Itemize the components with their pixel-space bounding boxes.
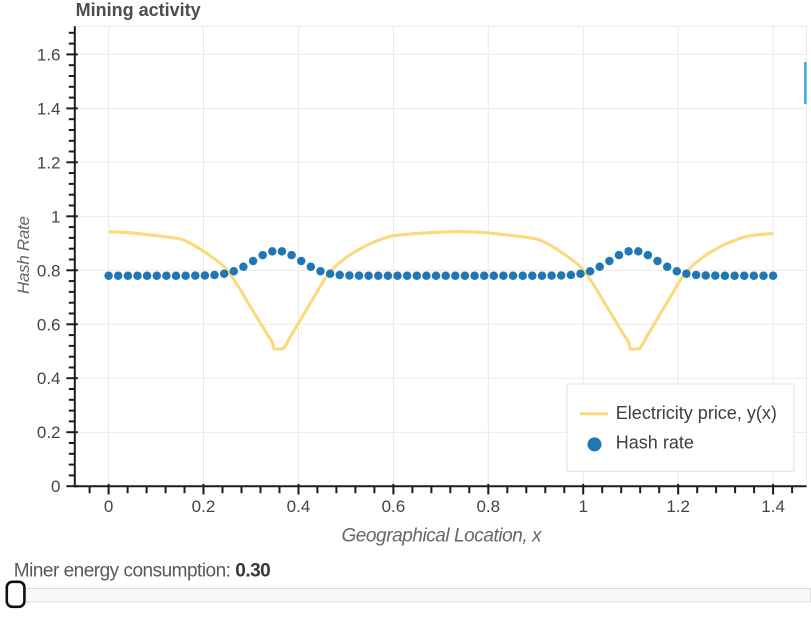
svg-text:1.6: 1.6 xyxy=(37,45,61,64)
svg-text:0: 0 xyxy=(51,477,60,496)
svg-text:1: 1 xyxy=(578,497,587,516)
svg-text:Miner energy consumption: 0.30: Miner energy consumption: 0.30 xyxy=(14,560,270,581)
svg-text:1: 1 xyxy=(51,207,60,226)
svg-text:0.8: 0.8 xyxy=(476,497,500,516)
svg-text:1.4: 1.4 xyxy=(761,497,785,516)
svg-text:Electricity price, y(x): Electricity price, y(x) xyxy=(616,403,777,423)
svg-text:1.2: 1.2 xyxy=(666,497,690,516)
svg-text:Geographical Location, x: Geographical Location, x xyxy=(341,525,543,546)
svg-text:0: 0 xyxy=(104,497,113,516)
svg-text:0.2: 0.2 xyxy=(37,423,61,442)
svg-text:0.6: 0.6 xyxy=(382,497,406,516)
svg-text:0.2: 0.2 xyxy=(192,497,216,516)
svg-text:0.6: 0.6 xyxy=(37,315,61,334)
svg-text:1.2: 1.2 xyxy=(37,153,61,172)
svg-text:0.8: 0.8 xyxy=(37,261,61,280)
svg-text:Mining activity: Mining activity xyxy=(76,0,201,20)
svg-text:0.4: 0.4 xyxy=(37,369,61,388)
svg-text:Hash Rate: Hash Rate xyxy=(14,216,33,294)
svg-text:1.4: 1.4 xyxy=(37,99,61,118)
svg-text:Hash rate: Hash rate xyxy=(616,432,694,452)
svg-text:0.4: 0.4 xyxy=(287,497,311,516)
